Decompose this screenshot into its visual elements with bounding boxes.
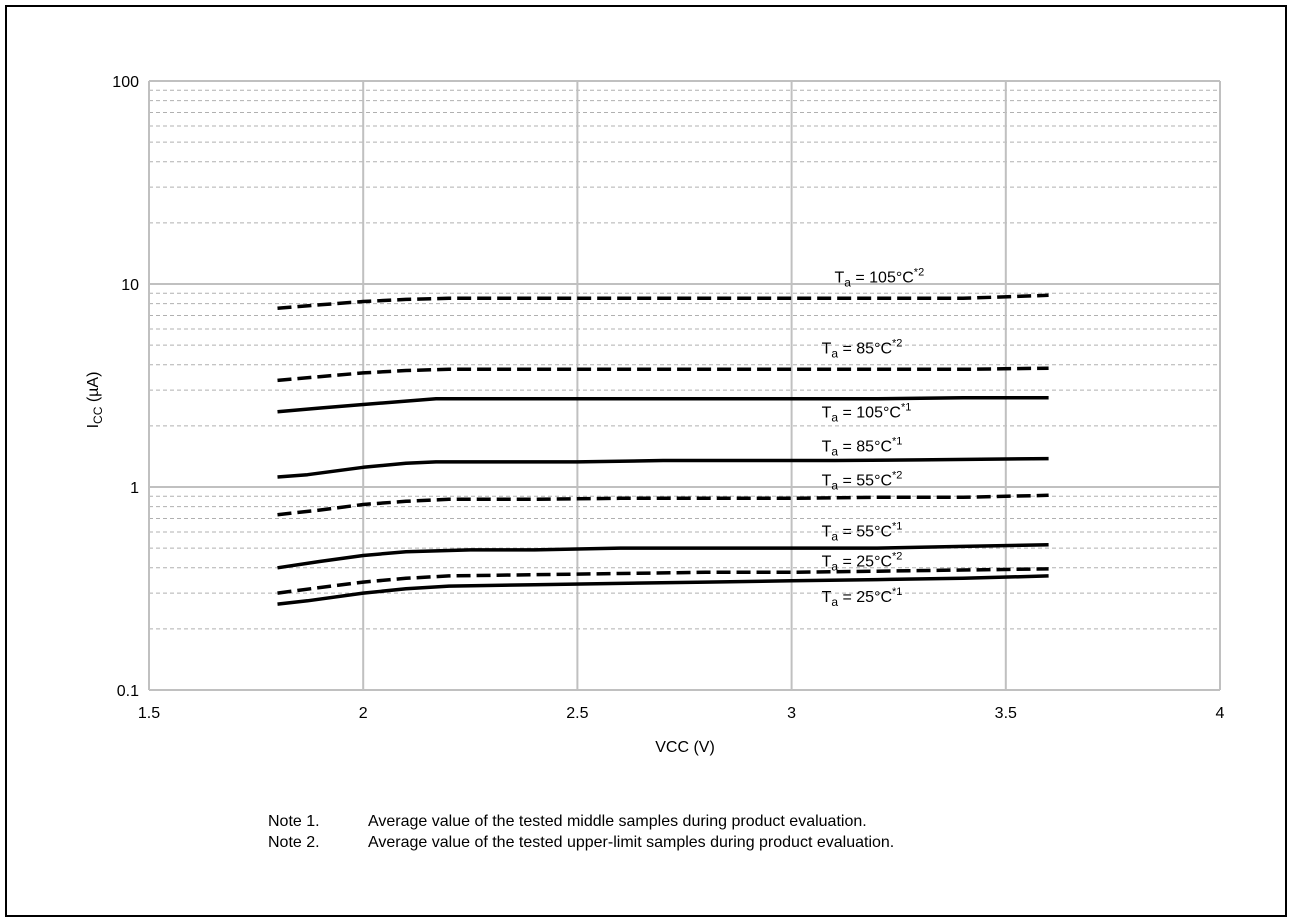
series-label-2: Ta = 105°C*1: [822, 401, 912, 424]
y-tick-label: 10: [121, 277, 139, 294]
y-tick-label: 100: [112, 74, 139, 91]
series-label-0: Ta = 105°C*2: [834, 266, 924, 289]
series-label-5: Ta = 55°C*1: [822, 521, 903, 544]
series-line-6: [277, 567, 1049, 595]
x-tick-label: 4: [1216, 705, 1225, 722]
x-tick-label: 3.5: [995, 705, 1017, 722]
tick-labels: 0.1 1 10 100 1.5 2 2.5 3 3.5 4: [112, 74, 1224, 722]
series-label-7: Ta = 25°C*1: [822, 586, 903, 609]
note-1: Note 1. Average value of the tested middl…: [268, 811, 894, 832]
series-label-3: Ta = 85°C*1: [822, 435, 903, 458]
x-tick-label: 2: [359, 705, 368, 722]
series-line-1: [277, 366, 1049, 383]
series-line-5: [277, 542, 1049, 570]
note-1-text: Average value of the tested middle sampl…: [368, 813, 867, 830]
series-labels: Ta = 105°C*2 Ta = 85°C*2 Ta = 105°C*1 Ta = …: [822, 266, 925, 609]
series-lines: [277, 293, 1049, 606]
note-2-text: Average value of the tested upper-limit …: [368, 834, 895, 851]
y-axis-label: ICC (µA): [85, 372, 105, 429]
series-line-3: [277, 456, 1049, 479]
series-label-4: Ta = 55°C*2: [822, 469, 903, 492]
x-tick-label: 2.5: [566, 705, 588, 722]
note-2-number: Note 2.: [268, 834, 320, 851]
series-line-7: [277, 574, 1049, 606]
x-tick-label: 3: [787, 705, 796, 722]
minor-gridlines: [149, 89, 1220, 630]
x-axis-label: VCC (V): [655, 739, 715, 756]
series-line-0: [277, 293, 1049, 310]
note-1-number: Note 1.: [268, 813, 320, 830]
notes: Note 1. Average value of the tested middl…: [268, 811, 894, 853]
series-label-6: Ta = 25°C*2: [822, 551, 903, 574]
series-line-2: [277, 396, 1049, 414]
note-2: Note 2. Average value of the tested upper…: [268, 832, 894, 853]
series-line-4: [277, 493, 1049, 517]
series-label-1: Ta = 85°C*2: [822, 337, 903, 360]
x-tick-label: 1.5: [138, 705, 160, 722]
y-tick-label: 1: [130, 480, 139, 497]
y-tick-label: 0.1: [117, 683, 139, 700]
major-gridlines: [148, 80, 1221, 691]
